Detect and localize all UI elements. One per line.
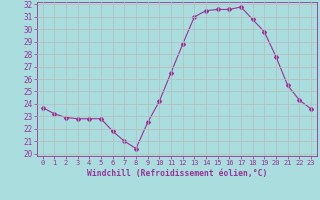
X-axis label: Windchill (Refroidissement éolien,°C): Windchill (Refroidissement éolien,°C) bbox=[87, 169, 267, 178]
